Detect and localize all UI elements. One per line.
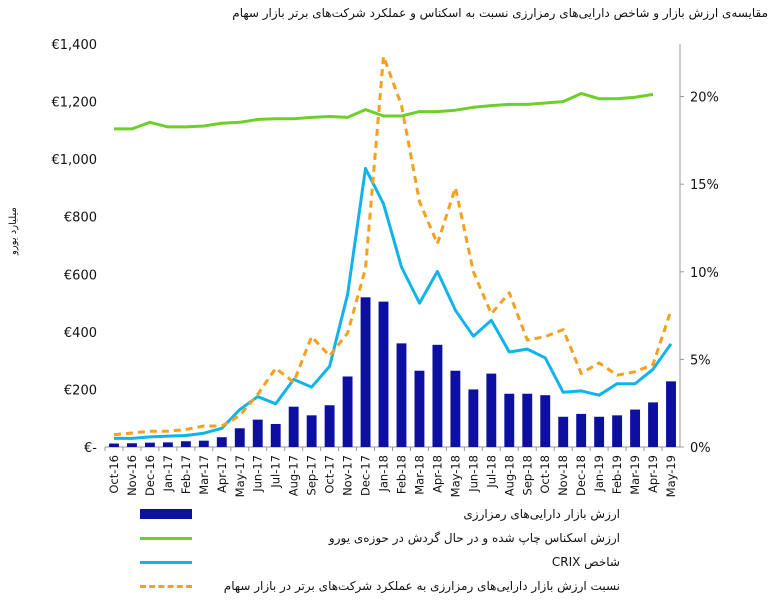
bar-market-cap bbox=[270, 423, 281, 447]
x-tick-label: Apr-19 bbox=[646, 455, 660, 493]
bar-market-cap bbox=[144, 442, 155, 447]
legend-item-ratio: نسبت ارزش بازار دارایی‌های رمزارزی به عم… bbox=[140, 574, 770, 598]
y-right-tick-label: 0% bbox=[690, 441, 711, 456]
bar-market-cap bbox=[594, 416, 605, 447]
bar-market-cap bbox=[648, 402, 658, 447]
legend-swatch-orange-dashed bbox=[140, 585, 192, 588]
x-tick-label: Jan-19 bbox=[592, 455, 606, 493]
x-tick-label: Aug-17 bbox=[287, 455, 301, 496]
x-tick-label: Aug-18 bbox=[502, 455, 516, 496]
bar-market-cap bbox=[342, 376, 353, 447]
bar-market-cap bbox=[198, 440, 209, 447]
bar-market-cap bbox=[396, 343, 407, 447]
y-right-tick-label: 20% bbox=[690, 91, 719, 106]
x-tick-label: Oct-16 bbox=[107, 455, 121, 494]
x-tick-label: Oct-17 bbox=[323, 455, 337, 494]
bar-market-cap bbox=[450, 370, 461, 447]
series-lines bbox=[113, 54, 673, 440]
x-tick-label: Dec-16 bbox=[143, 455, 157, 496]
x-tick-label: Mar-17 bbox=[197, 455, 211, 495]
legend-label-ratio: نسبت ارزش بازار دارایی‌های رمزارزی به عم… bbox=[223, 579, 620, 593]
bar-market-cap bbox=[306, 415, 317, 447]
bar-market-cap bbox=[127, 443, 137, 447]
bar-market-cap bbox=[180, 441, 191, 447]
legend-swatch-bar bbox=[140, 509, 192, 519]
tick-labels: €- €200 €400 €600 €800 €1,000 €1,200 €1,400 0% 5%… bbox=[52, 38, 719, 497]
x-tick-label: Dec-17 bbox=[359, 455, 373, 496]
bar-market-cap bbox=[414, 370, 425, 447]
bar-market-cap bbox=[486, 373, 497, 447]
x-tick-label: Apr-17 bbox=[215, 455, 229, 493]
x-tick-label: Dec-18 bbox=[574, 455, 588, 496]
y-left-tick-label: €600 bbox=[64, 268, 97, 283]
x-tick-label: Jul-18 bbox=[484, 455, 498, 489]
x-tick-label: Jan-18 bbox=[377, 455, 391, 493]
legend-swatch-blue-line bbox=[140, 561, 192, 564]
y-left-tick-label: €200 bbox=[64, 383, 97, 398]
y-left-tick-label: €1,000 bbox=[52, 153, 98, 168]
bar-market-cap bbox=[109, 443, 119, 447]
bar-market-cap bbox=[252, 419, 263, 447]
x-tick-label: Sep-17 bbox=[305, 455, 319, 495]
legend-item-market-cap: ارزش بازار دارایی‌های رمزارزی bbox=[140, 502, 770, 526]
bar-market-cap bbox=[378, 301, 389, 447]
legend-label-market-cap: ارزش بازار دارایی‌های رمزارزی bbox=[463, 507, 620, 521]
x-tick-label: May-18 bbox=[448, 455, 462, 497]
bar-market-cap bbox=[504, 393, 515, 447]
y-left-tick-label: €800 bbox=[64, 211, 97, 226]
bars-market-cap bbox=[109, 297, 676, 447]
x-tick-label: Feb-17 bbox=[179, 455, 193, 494]
x-tick-label: Jun-17 bbox=[251, 455, 265, 493]
bar-market-cap bbox=[522, 393, 533, 447]
x-tick-label: Nov-16 bbox=[125, 455, 139, 496]
legend-item-crix: شاخص CRIX bbox=[140, 550, 770, 574]
y-left-tick-label: €400 bbox=[64, 326, 97, 341]
x-tick-label: May-19 bbox=[664, 455, 678, 497]
x-tick-label: Oct-18 bbox=[538, 455, 552, 494]
chart-title: مقایسه‌ی ارزش بازار و شاخص دارایی‌های رم… bbox=[232, 6, 768, 20]
x-tick-label: Sep-18 bbox=[520, 455, 534, 495]
x-tick-label: Apr-18 bbox=[430, 455, 444, 493]
x-tick-label: Nov-17 bbox=[341, 455, 355, 496]
bar-market-cap bbox=[666, 381, 676, 447]
bar-market-cap bbox=[324, 405, 335, 447]
bar-market-cap bbox=[612, 415, 623, 447]
bar-market-cap bbox=[540, 395, 551, 447]
x-tick-label: Jul-17 bbox=[269, 455, 283, 489]
bar-market-cap bbox=[630, 409, 641, 447]
line-crix bbox=[114, 166, 673, 440]
x-tick-label: Nov-18 bbox=[556, 455, 570, 496]
x-tick-label: Feb-18 bbox=[394, 455, 408, 494]
x-tick-label: Jan-17 bbox=[161, 455, 175, 493]
y-left-tick-label: €- bbox=[84, 441, 97, 456]
bar-market-cap bbox=[576, 413, 587, 447]
bar-market-cap bbox=[558, 416, 569, 447]
y-right-tick-label: 5% bbox=[690, 353, 711, 368]
x-tick-label: May-17 bbox=[233, 455, 247, 497]
legend-item-banknotes: ارزش اسکناس چاپ شده و در حال گردش در حوز… bbox=[140, 526, 770, 550]
legend-swatch-green-line bbox=[140, 537, 192, 540]
bar-market-cap bbox=[162, 442, 173, 447]
bar-market-cap bbox=[360, 297, 371, 447]
y-right-tick-label: 10% bbox=[690, 266, 719, 281]
bar-market-cap bbox=[216, 437, 227, 447]
legend: ارزش بازار دارایی‌های رمزارزی ارزش اسکنا… bbox=[140, 502, 770, 598]
bar-market-cap bbox=[234, 428, 245, 447]
x-tick-label: Feb-19 bbox=[610, 455, 624, 494]
x-tick-label: Jun-18 bbox=[466, 455, 480, 493]
line-banknotes bbox=[114, 92, 654, 131]
bar-market-cap bbox=[432, 344, 443, 447]
line-ratio-top-companies bbox=[113, 54, 673, 437]
legend-label-crix: شاخص CRIX bbox=[551, 555, 620, 569]
x-tick-label: Mar-19 bbox=[628, 455, 642, 495]
y-right-tick-label: 15% bbox=[690, 178, 719, 193]
bar-market-cap bbox=[288, 406, 299, 447]
legend-label-banknotes: ارزش اسکناس چاپ شده و در حال گردش در حوز… bbox=[328, 531, 620, 545]
x-tick-label: Mar-18 bbox=[412, 455, 426, 495]
y-left-tick-label: €1,200 bbox=[52, 96, 98, 111]
y-left-tick-label: €1,400 bbox=[52, 38, 98, 53]
bar-market-cap bbox=[468, 389, 479, 447]
